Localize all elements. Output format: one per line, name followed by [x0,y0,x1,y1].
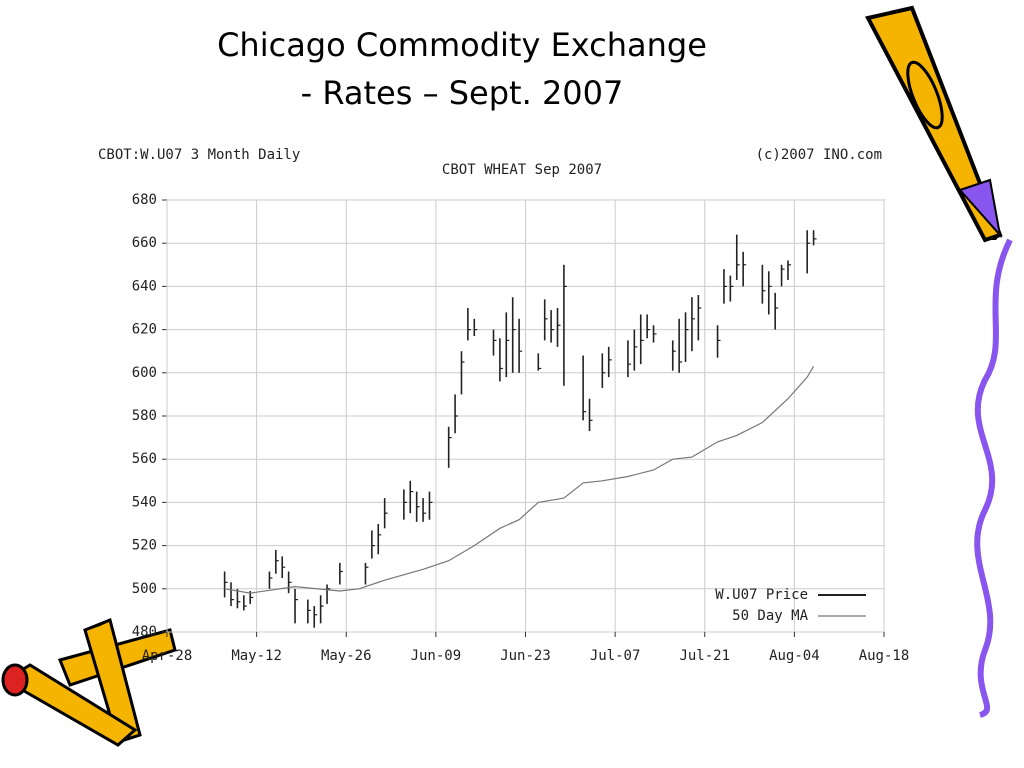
x-tick-label: Jun-09 [411,648,462,664]
x-tick-label: May-12 [231,648,282,664]
x-tick-label: Jul-07 [590,648,641,664]
x-tick-label: Apr-28 [142,648,193,664]
slide-title: Chicago Commodity Exchange [217,26,707,64]
y-tick-label: 580 [132,408,157,424]
x-tick-label: Aug-18 [859,648,910,664]
pencil-decoration [1,5,1013,747]
y-tick-label: 680 [132,192,157,208]
y-tick-label: 520 [132,538,157,554]
y-tick-label: 480 [132,624,157,640]
ma-line [224,366,815,594]
y-tick-label: 500 [132,581,157,597]
y-tick-label: 620 [132,322,157,338]
slide-subtitle: - Rates – Sept. 2007 [301,74,624,112]
y-tick-label: 660 [132,235,157,251]
x-tick-label: Jul-21 [679,648,730,664]
chart-header-left: CBOT:W.U07 3 Month Daily [98,147,300,163]
legend-label: 50 Day MA [732,608,808,624]
y-tick-label: 600 [132,365,157,381]
y-tick-label: 560 [132,451,157,467]
x-tick-label: Aug-04 [769,648,820,664]
x-tick-label: Jun-23 [500,648,551,664]
y-tick-label: 540 [132,494,157,510]
chart-header-right: (c)2007 INO.com [756,147,882,163]
x-tick-label: May-26 [321,648,372,664]
chart-header-center: CBOT WHEAT Sep 2007 [442,162,602,178]
legend-label: W.U07 Price [715,587,808,603]
y-tick-label: 640 [132,278,157,294]
